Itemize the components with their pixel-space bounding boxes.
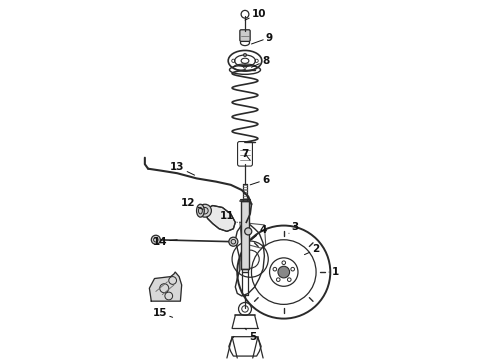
- Circle shape: [151, 235, 160, 244]
- Text: 8: 8: [251, 56, 270, 67]
- Text: 6: 6: [250, 175, 270, 185]
- Text: 1: 1: [329, 267, 339, 277]
- Text: 10: 10: [245, 9, 267, 20]
- Polygon shape: [205, 206, 235, 231]
- Ellipse shape: [196, 204, 204, 217]
- Text: 4: 4: [251, 225, 267, 240]
- Text: 2: 2: [304, 244, 319, 255]
- Text: 14: 14: [152, 237, 177, 247]
- FancyBboxPatch shape: [242, 201, 248, 269]
- Text: 7: 7: [241, 149, 250, 160]
- Text: 5: 5: [245, 328, 256, 342]
- Text: 15: 15: [152, 308, 172, 318]
- Text: 3: 3: [289, 222, 299, 233]
- FancyBboxPatch shape: [240, 30, 250, 41]
- Text: 13: 13: [170, 162, 195, 175]
- Text: 12: 12: [181, 198, 203, 210]
- Polygon shape: [149, 272, 182, 301]
- Text: 11: 11: [220, 211, 237, 222]
- Circle shape: [229, 237, 238, 246]
- Circle shape: [278, 266, 290, 278]
- Circle shape: [198, 204, 211, 217]
- Text: 9: 9: [251, 32, 273, 44]
- Circle shape: [245, 228, 252, 235]
